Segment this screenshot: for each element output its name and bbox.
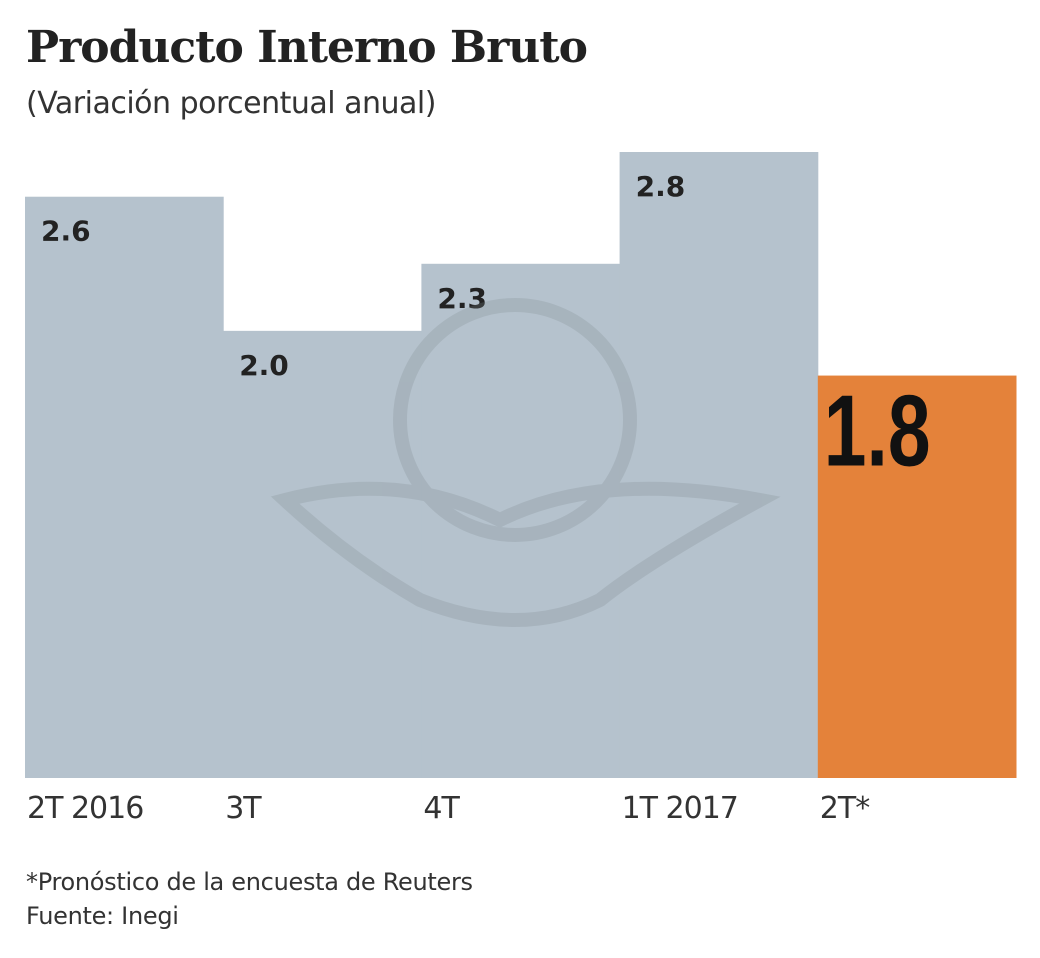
chart-title: Producto Interno Bruto <box>26 22 588 73</box>
x-tick-label-3: 1T 2017 <box>622 791 738 826</box>
x-tick-label-1: 3T <box>225 791 262 826</box>
bar-1 <box>223 330 422 778</box>
footnote: *Pronóstico de la encuesta de Reuters <box>26 868 473 896</box>
bar-3 <box>619 152 819 778</box>
x-tick-label-0: 2T 2016 <box>27 791 143 826</box>
data-label-2: 2.3 <box>437 282 487 315</box>
eagle-emblem-watermark <box>270 298 781 627</box>
x-tick-label-2: 4T <box>423 791 460 826</box>
chart-subtitle: (Variación porcentual anual) <box>26 86 436 121</box>
bar-4 <box>817 375 1017 778</box>
data-label-3: 2.8 <box>636 170 686 203</box>
data-label-4: 1.8 <box>824 374 931 486</box>
source: Fuente: Inegi <box>26 902 179 930</box>
data-label-0: 2.6 <box>41 215 91 248</box>
data-label-1: 2.0 <box>239 349 289 382</box>
x-tick-label-4: 2T* <box>820 791 870 826</box>
bar-0 <box>25 196 224 778</box>
bar-2 <box>421 263 621 778</box>
